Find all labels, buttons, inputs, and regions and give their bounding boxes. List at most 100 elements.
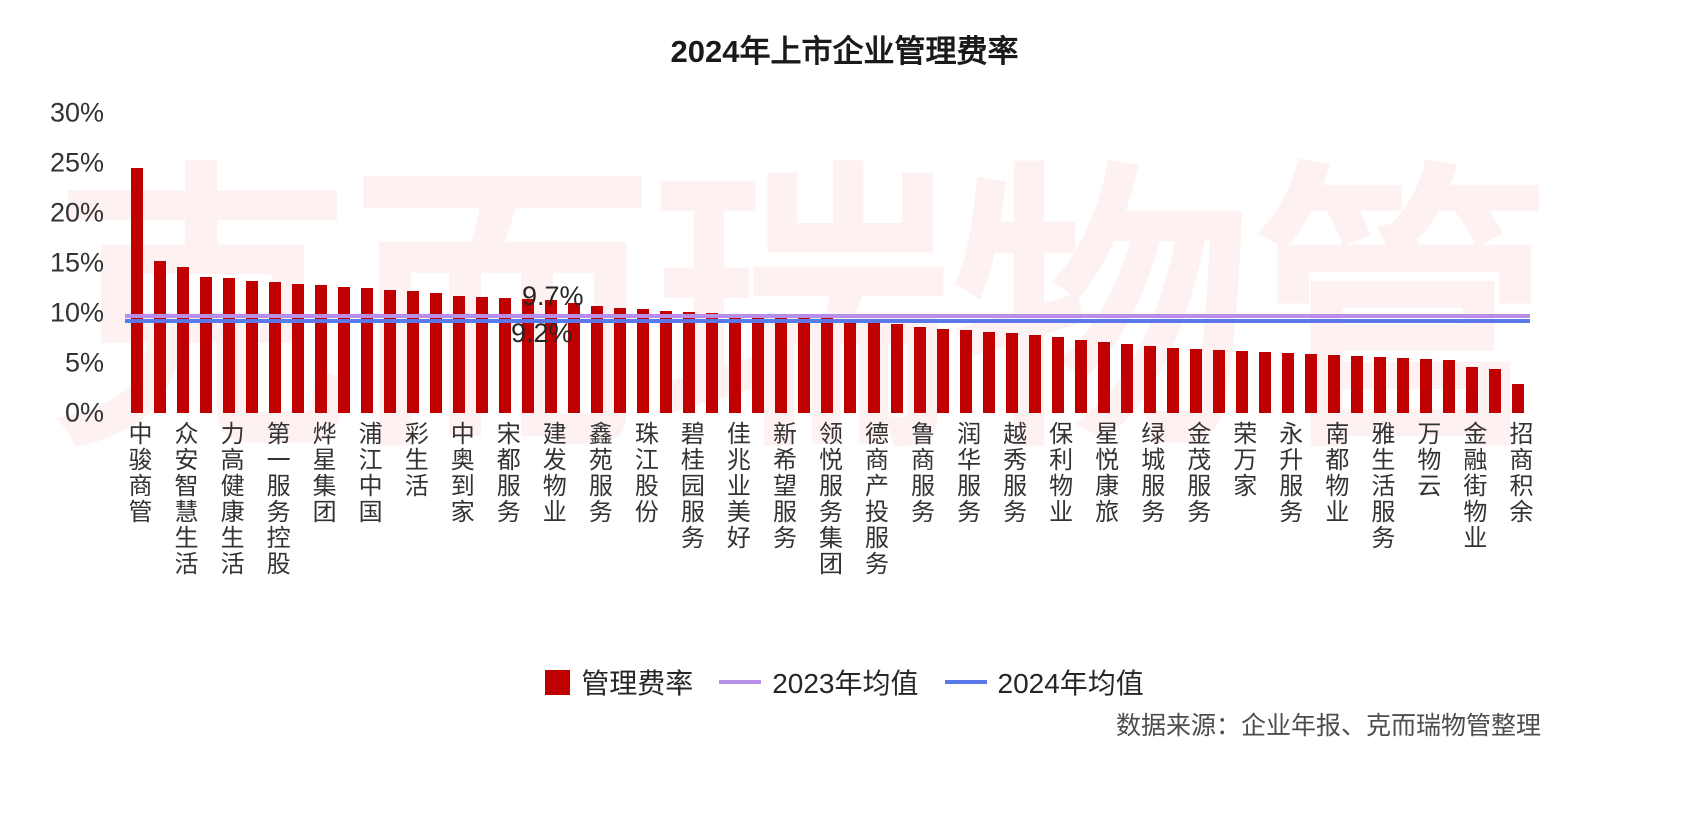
x-axis-label: 第一服务控股 xyxy=(262,421,290,577)
bar xyxy=(475,297,488,413)
bar xyxy=(1236,351,1249,413)
bar xyxy=(1397,358,1410,413)
bar xyxy=(982,332,995,413)
bar xyxy=(199,277,212,413)
bar xyxy=(337,287,350,413)
legend-item-avg-2023: 2023年均值 xyxy=(719,662,919,702)
legend-item-fee-rate: 管理费率 xyxy=(545,662,693,702)
bar xyxy=(545,300,558,413)
bar xyxy=(729,314,742,413)
bar xyxy=(591,306,604,413)
bar xyxy=(1282,353,1295,413)
x-axis-label: 佳兆业美好 xyxy=(722,421,750,551)
avg-2023-value-label: 9.7% xyxy=(522,281,584,311)
bar xyxy=(222,278,235,413)
x-axis-label: 浦江中国 xyxy=(354,421,382,525)
x-axis-label: 中骏商管 xyxy=(124,421,151,525)
bar xyxy=(268,282,281,413)
x-axis-label: 荣万家 xyxy=(1228,421,1256,499)
x-axis-label: 新希望服务 xyxy=(768,421,796,551)
bar xyxy=(1189,349,1202,413)
x-axis-label: 金茂服务 xyxy=(1182,421,1210,525)
legend-item-avg-2024: 2024年均值 xyxy=(944,662,1144,702)
y-tick-label: 20% xyxy=(49,197,104,228)
bar xyxy=(959,330,972,413)
bar xyxy=(568,303,581,413)
bar xyxy=(1028,335,1041,413)
legend: 管理费率 2023年均值 2024年均值 xyxy=(0,662,1689,702)
y-tick-label: 5% xyxy=(64,347,104,378)
bar xyxy=(1120,344,1133,413)
x-axis-label: 中奥到家 xyxy=(446,421,474,525)
x-axis-label: 宋都服务 xyxy=(492,421,520,525)
bar xyxy=(913,327,926,413)
x-axis-label: 领悦服务集团 xyxy=(814,421,842,577)
bar xyxy=(660,311,673,413)
bar xyxy=(291,284,304,413)
legend-label-fee-rate: 管理费率 xyxy=(581,668,694,699)
legend-line-2023-icon xyxy=(719,680,762,684)
y-tick-label: 15% xyxy=(49,247,104,278)
y-axis: 30% 25% 20% 15% 10% 5% 0% xyxy=(0,98,108,428)
bar xyxy=(798,317,811,413)
plot-area xyxy=(125,113,1530,413)
y-tick-label: 0% xyxy=(64,397,104,428)
x-axis-label: 珠江股份 xyxy=(630,421,658,525)
y-tick-label: 25% xyxy=(49,147,104,178)
bar xyxy=(130,168,143,413)
bar xyxy=(314,285,327,413)
y-tick-label: 30% xyxy=(49,97,104,128)
bar xyxy=(1259,352,1272,413)
x-axis-label: 碧桂园服务 xyxy=(676,421,704,551)
avg-line-2024年均值 xyxy=(125,319,1530,323)
bar xyxy=(867,320,880,413)
bar xyxy=(890,324,903,413)
x-axis-label: 鑫苑服务 xyxy=(584,421,612,525)
x-axis-label: 力高健康生活 xyxy=(216,421,244,577)
bar xyxy=(383,290,396,413)
legend-line-2024-icon xyxy=(944,680,987,684)
chart-title: 2024年上市企业管理费率 xyxy=(670,34,1019,69)
bar xyxy=(683,312,696,413)
bar xyxy=(406,291,419,413)
x-axis-label: 建发物业 xyxy=(538,421,566,525)
x-axis-label: 越秀服务 xyxy=(998,421,1026,525)
bar xyxy=(1074,340,1087,413)
bar xyxy=(775,316,788,413)
x-axis-labels: 中骏商管 众安智慧生活 力高健康生活 第一服务控股 烨星集团 浦江中国 彩生活 中奥到家 宋都服… xyxy=(124,421,1532,639)
bar xyxy=(360,288,373,413)
bar xyxy=(706,313,719,413)
avg-line-2023年均值 xyxy=(125,314,1530,318)
x-axis-label: 永升服务 xyxy=(1274,421,1302,525)
y-tick-label: 10% xyxy=(49,297,104,328)
bar xyxy=(1512,384,1525,413)
bar xyxy=(176,267,189,413)
bar xyxy=(1305,354,1318,413)
bar xyxy=(1328,355,1341,413)
legend-square-icon xyxy=(545,669,571,695)
x-axis-label: 万物云 xyxy=(1412,421,1440,499)
bar xyxy=(153,261,166,413)
bar xyxy=(1489,369,1502,413)
bar xyxy=(1351,356,1364,413)
bar xyxy=(637,309,650,413)
bar xyxy=(752,315,765,413)
bar xyxy=(1097,342,1110,413)
x-axis-label: 招商积余 xyxy=(1504,421,1532,525)
legend-label-avg-2023: 2023年均值 xyxy=(772,668,919,699)
x-axis-label: 绿城服务 xyxy=(1136,421,1164,525)
legend-label-avg-2024: 2024年均值 xyxy=(997,668,1144,699)
bar xyxy=(245,281,258,413)
x-axis-label: 南都物业 xyxy=(1320,421,1348,525)
x-axis-label: 鲁商服务 xyxy=(906,421,934,525)
bar xyxy=(1143,346,1156,413)
bars-group xyxy=(125,113,1530,413)
data-source: 数据来源：企业年报、克而瑞物管整理 xyxy=(1115,712,1541,740)
x-axis-label: 保利物业 xyxy=(1044,421,1072,525)
x-axis-label: 德商产投服务 xyxy=(860,421,888,577)
x-axis-label: 星悦康旅 xyxy=(1090,421,1118,525)
avg-2024-value-label: 9.2% xyxy=(511,318,573,348)
x-axis-label: 金融街物业 xyxy=(1458,421,1486,551)
bar xyxy=(1051,337,1064,413)
